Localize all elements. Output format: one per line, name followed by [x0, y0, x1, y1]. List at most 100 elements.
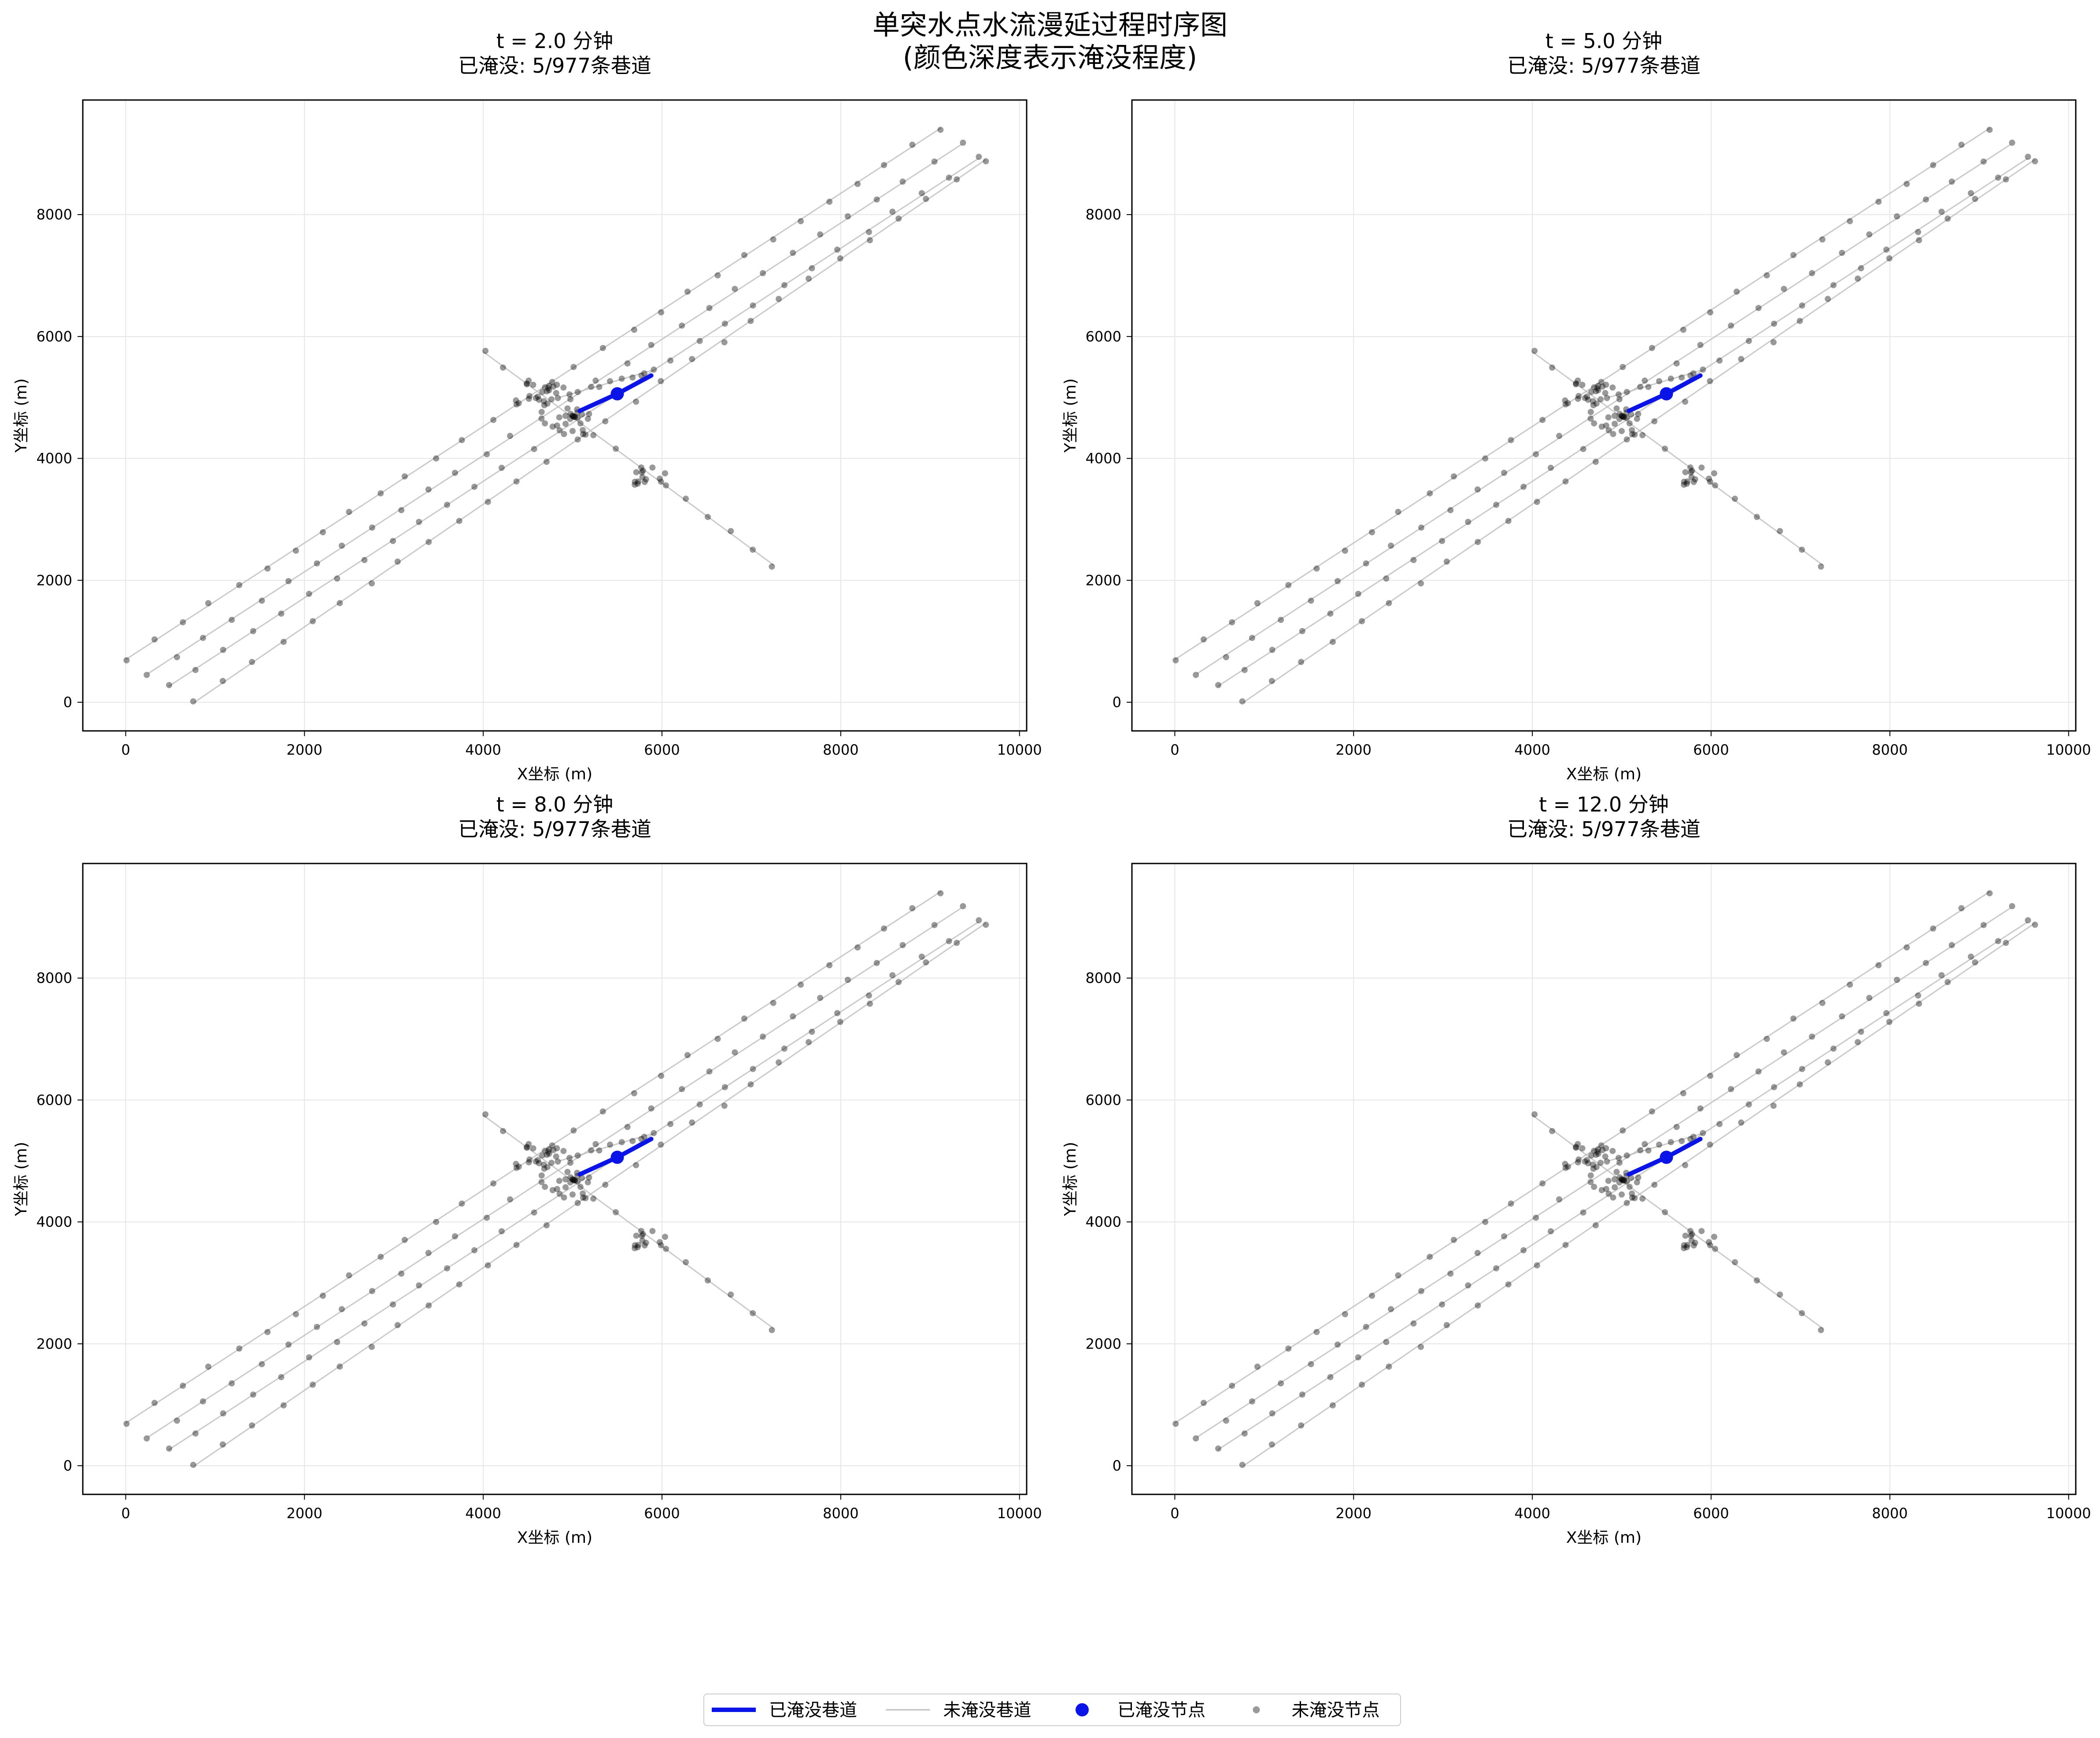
unflooded-roadway [1197, 907, 2011, 1438]
unflooded-node [1642, 1141, 1648, 1147]
unflooded-node [1777, 528, 1783, 534]
unflooded-node [641, 1134, 647, 1140]
unflooded-node [1679, 1138, 1685, 1144]
unflooded-node [798, 218, 804, 225]
unflooded-node [1809, 1034, 1815, 1040]
unflooded-node [1619, 1127, 1626, 1134]
unflooded-node [741, 1015, 747, 1022]
unflooded-node [586, 411, 592, 417]
unflooded-node [566, 391, 573, 398]
unflooded-node [599, 1108, 606, 1115]
unflooded-node [640, 1231, 646, 1238]
y-tick-label: 2000 [1086, 572, 1121, 589]
unflooded-node [546, 1146, 552, 1152]
unflooded-node [1299, 628, 1305, 634]
unflooded-node [1626, 420, 1633, 427]
unflooded-node [584, 1179, 591, 1186]
unflooded-node [1604, 395, 1610, 401]
unflooded-node [567, 1174, 574, 1181]
y-tick-label: 8000 [1086, 206, 1121, 223]
unflooded-node [1683, 480, 1690, 487]
unflooded-node [456, 1281, 462, 1288]
unflooded-node [425, 539, 432, 545]
unflooded-node [1986, 890, 1993, 897]
unflooded-node [1593, 400, 1600, 407]
unflooded-node [1967, 190, 1974, 196]
unflooded-node [1593, 1164, 1600, 1171]
unflooded-node [844, 213, 851, 220]
unflooded-node [750, 546, 756, 553]
unflooded-node [837, 255, 843, 262]
unflooded-node [867, 237, 873, 244]
y-axis-label: Y坐标 (m) [12, 378, 30, 453]
unflooded-node [1698, 464, 1705, 471]
unflooded-roadway [1217, 921, 2028, 1451]
unflooded-node [562, 412, 569, 419]
x-axis-label: X坐标 (m) [517, 765, 592, 783]
unflooded-node [1355, 1354, 1361, 1360]
unflooded-node [524, 1145, 530, 1151]
unflooded-node [1790, 252, 1797, 258]
unflooded-node [1883, 246, 1889, 253]
unflooded-node [569, 1176, 576, 1183]
unflooded-node [1573, 380, 1579, 387]
unflooded-node [1734, 1052, 1740, 1058]
unflooded-node [539, 389, 546, 395]
unflooded-node [1753, 1277, 1760, 1284]
unflooded-roadway [1174, 891, 1991, 1424]
unflooded-node [1705, 475, 1712, 482]
unflooded-node [1556, 433, 1563, 439]
unflooded-node [721, 320, 728, 327]
unflooded-node [1681, 478, 1687, 485]
unflooded-node [1482, 1219, 1489, 1225]
unflooded-node [1631, 431, 1638, 438]
unflooded-node [1818, 563, 1824, 570]
unflooded-node [1603, 1186, 1609, 1192]
unflooded-node [390, 537, 396, 544]
unflooded-node [1764, 272, 1770, 279]
unflooded-node [683, 1259, 689, 1266]
unflooded-node [1688, 474, 1695, 480]
unflooded-node [1603, 422, 1609, 429]
unflooded-node [834, 246, 840, 253]
unflooded-node [1386, 1363, 1392, 1370]
y-tick-label: 4000 [37, 450, 72, 467]
unflooded-node [1972, 196, 1978, 202]
unflooded-node [567, 415, 573, 422]
unflooded-node [2025, 917, 2031, 923]
unflooded-node [1692, 1239, 1698, 1246]
unflooded-node [310, 1382, 316, 1388]
unflooded-node [834, 1010, 840, 1016]
unflooded-node [663, 1245, 669, 1252]
unflooded-node [500, 1128, 507, 1134]
unflooded-node [545, 385, 551, 392]
unflooded-node [684, 1052, 691, 1058]
unflooded-node [513, 397, 519, 404]
unflooded-node [1712, 1245, 1719, 1252]
unflooded-node [1980, 922, 1987, 928]
panel-3: 0 2000 4000 6000 8000 10000 0 2000 4000 6000 8000 X… [12, 793, 1042, 1547]
unflooded-node [1278, 1380, 1284, 1387]
unflooded-roadway [1217, 158, 2028, 687]
unflooded-node [632, 482, 638, 488]
unflooded-node [564, 1169, 571, 1175]
unflooded-node [205, 600, 211, 607]
unflooded-node [1605, 427, 1612, 434]
unflooded-node [1697, 1105, 1704, 1112]
unflooded-node [770, 1000, 776, 1006]
unflooded-node [200, 634, 206, 641]
unflooded-node [1619, 363, 1626, 370]
unflooded-node [1866, 995, 1873, 1001]
x-tick-label: 4000 [1514, 741, 1550, 758]
unflooded-node [507, 433, 514, 439]
panel-title: t = 12.0 分钟 [1539, 793, 1669, 816]
unflooded-node [1591, 420, 1597, 426]
unflooded-node [1799, 1310, 1805, 1316]
unflooded-node [556, 1178, 562, 1184]
unflooded-node [1594, 385, 1601, 392]
unflooded-node [976, 917, 982, 923]
unflooded-node [1427, 1253, 1433, 1260]
unflooded-node [1418, 524, 1424, 531]
unflooded-node [590, 432, 597, 438]
unflooded-node [1938, 972, 1945, 978]
